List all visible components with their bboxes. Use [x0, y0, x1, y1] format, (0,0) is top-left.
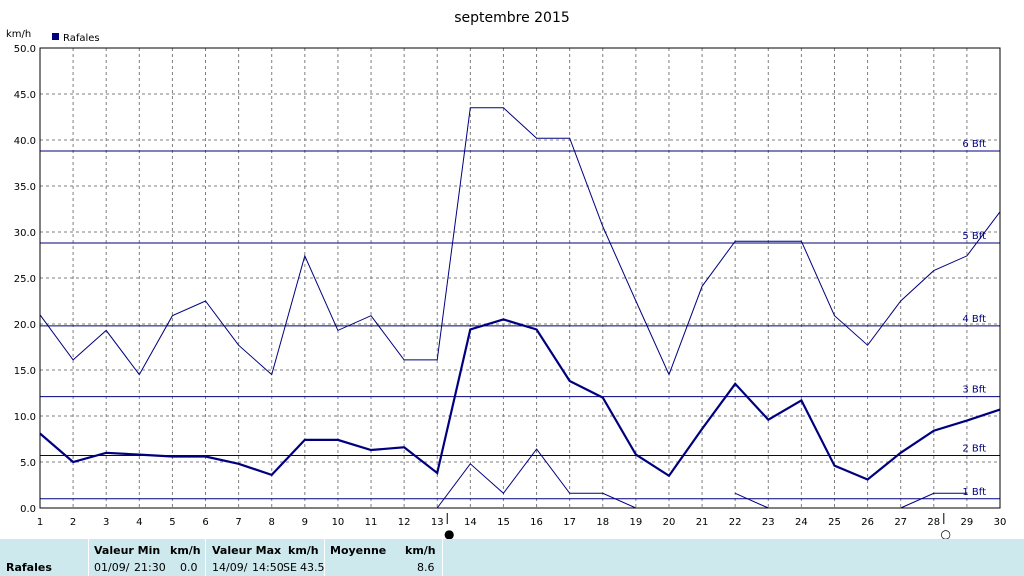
moon-icon: ○ [941, 527, 951, 539]
series-line-min [436, 448, 637, 509]
x-tick-label: 13 [431, 517, 444, 528]
max-unit: km/h [288, 544, 319, 557]
x-tick-label: 12 [398, 517, 411, 528]
x-tick-label: 25 [828, 517, 841, 528]
avg-unit: km/h [405, 544, 436, 557]
max-value: 43.5 [300, 561, 325, 574]
series-line-mean [39, 318, 1001, 481]
x-tick-label: 28 [927, 517, 940, 528]
x-tick-label: 27 [894, 517, 907, 528]
x-tick-label: 1 [37, 517, 43, 528]
min-unit: km/h [170, 544, 201, 557]
series-lines [39, 107, 1001, 509]
y-tick-label: 0.0 [20, 504, 36, 515]
moon-markers: ● ○ [444, 513, 951, 539]
moon-icon: ● [444, 527, 454, 539]
x-tick-label: 30 [994, 517, 1007, 528]
x-tick-label: 15 [497, 517, 510, 528]
x-tick-labels: 1 2 3 4 5 6 7 8 9 10 11 12 13 14 15 16 17 18 19 20 21 22 23 24 2… [37, 517, 1007, 528]
x-tick-label: 11 [365, 517, 378, 528]
x-tick-label: 2 [70, 517, 76, 528]
chart-title: septembre 2015 [454, 10, 570, 26]
min-value: 0.0 [180, 561, 198, 574]
footer-separator [205, 539, 206, 576]
x-tick-label: 29 [961, 517, 974, 528]
min-time: 21:30 [134, 561, 166, 574]
series-line-min [734, 492, 769, 509]
beaufort-label: 2 Bft [962, 444, 986, 455]
y-tick-label: 35.0 [14, 182, 36, 193]
footer-separator [324, 539, 325, 576]
stats-footer: Rafales Valeur Min km/h 01/09/ 21:30 0.0… [0, 539, 1024, 576]
y-tick-label: 25.0 [14, 274, 36, 285]
x-tick-label: 8 [269, 517, 275, 528]
x-tick-label: 24 [795, 517, 808, 528]
beaufort-lines: 1 Bft 2 Bft 3 Bft 4 Bft 5 Bft 6 Bft [40, 139, 1000, 500]
legend-label: Rafales [63, 33, 100, 44]
series-line-min [900, 492, 967, 509]
y-tick-label: 50.0 [14, 44, 36, 55]
beaufort-label: 6 Bft [962, 139, 986, 150]
x-tick-label: 3 [103, 517, 109, 528]
y-tick-label: 45.0 [14, 90, 36, 101]
x-tick-label: 18 [596, 517, 609, 528]
y-tick-label: 40.0 [14, 136, 36, 147]
min-date: 01/09/ [94, 561, 130, 574]
footer-row-label: Rafales [6, 561, 52, 574]
beaufort-label: 5 Bft [962, 231, 986, 242]
beaufort-label: 3 Bft [962, 385, 986, 396]
series-line-max [39, 107, 1001, 376]
plot-frame [39, 47, 1001, 509]
beaufort-label: 1 Bft [962, 487, 986, 498]
y-tick-label: 5.0 [20, 458, 36, 469]
x-tick-label: 6 [202, 517, 208, 528]
x-tick-label: 26 [861, 517, 874, 528]
x-tick-label: 21 [696, 517, 709, 528]
y-tick-label: 10.0 [14, 412, 36, 423]
avg-header: Moyenne [330, 544, 387, 557]
x-tick-label: 22 [729, 517, 742, 528]
y-tick-labels: 0.0 5.0 10.0 15.0 20.0 25.0 30.0 35.0 40.0 45.0 50… [14, 44, 36, 515]
legend-swatch [52, 33, 59, 40]
y-tick-label: 30.0 [14, 228, 36, 239]
x-tick-label: 5 [169, 517, 175, 528]
x-tick-label: 10 [332, 517, 345, 528]
x-tick-label: 16 [530, 517, 543, 528]
x-tick-label: 20 [663, 517, 676, 528]
avg-value: 8.6 [417, 561, 435, 574]
x-tick-label: 4 [136, 517, 142, 528]
y-tick-label: 20.0 [14, 320, 36, 331]
x-tick-label: 19 [629, 517, 642, 528]
min-header: Valeur Min [94, 544, 161, 557]
max-time: 14:50 [252, 561, 284, 574]
footer-separator [88, 539, 89, 576]
x-tick-label: 17 [563, 517, 576, 528]
y-tick-label: 15.0 [14, 366, 36, 377]
max-direction: SE [283, 561, 297, 574]
rafales-chart: septembre 2015 km/h Rafales 1 Bft 2 Bft 3 … [6, 10, 1007, 539]
beaufort-label: 4 Bft [962, 314, 986, 325]
grid [39, 47, 1001, 509]
x-tick-label: 23 [762, 517, 775, 528]
x-tick-label: 7 [235, 517, 241, 528]
max-header: Valeur Max [212, 544, 282, 557]
x-tick-label: 9 [302, 517, 308, 528]
x-tick-label: 14 [464, 517, 477, 528]
max-date: 14/09/ [212, 561, 248, 574]
y-axis-unit: km/h [6, 29, 31, 40]
footer-separator [442, 539, 443, 576]
